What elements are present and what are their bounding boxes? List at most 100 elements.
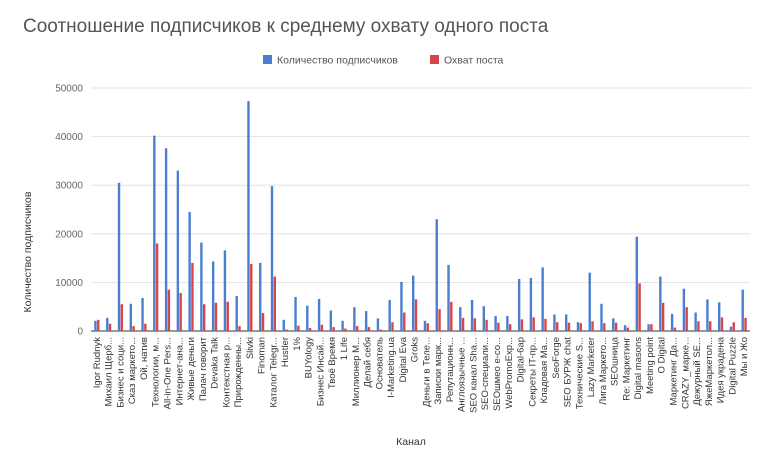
bar-reach [332,327,335,331]
bar-reach [155,243,159,331]
bar-subscribers [565,314,568,331]
x-category-label: WebPromoExp... [504,337,515,409]
x-category-label: Прирожденны... [233,337,244,407]
x-category-label: SEO БУРЖ chat [563,337,574,408]
bar-subscribers [435,219,438,331]
bar-reach [673,327,677,331]
x-category-label: Hustler [280,337,291,367]
bar-reach [426,323,429,331]
bar-subscribers [317,298,321,331]
x-category-label: Записки марк... [433,337,444,405]
bar-reach [450,301,453,331]
bar-subscribers [612,318,615,331]
bar-reach [485,319,488,331]
bar-subscribers [647,324,650,331]
x-axis-labels: Igor Rudnyk Михаил Щерб... Бизнес и соци..… [92,336,750,413]
x-category-label: 1 Life [339,337,350,360]
bar-reach [438,309,441,331]
bar-reach [379,329,382,331]
x-category-label: Маркетинг Да... [669,337,680,405]
x-category-label: SEOшница [610,336,621,386]
x-category-label: SeoForge [551,337,562,379]
bar-subscribers [553,314,556,331]
bar-subscribers [423,320,427,331]
bar-reach [308,328,312,331]
bar-subscribers [517,279,521,331]
bar-subscribers [529,278,533,331]
bar-reach [344,328,347,331]
bar-subscribers [364,311,368,331]
bar-subscribers [541,267,544,331]
x-category-label: Михаил Щерб... [104,337,115,406]
bar-reach [97,319,100,331]
bar-subscribers [141,297,144,331]
bar-reach [179,293,182,331]
bar-reach [603,323,606,331]
y-tick-label: 10000 [55,278,83,289]
bar-reach [567,322,571,331]
bar-subscribers [400,281,403,331]
bar-reach [697,321,700,331]
x-category-label: Re: Маркетинг [621,336,632,400]
x-category-label: Деньги в Теле... [421,337,432,407]
bar-reach [108,323,112,331]
x-category-label: CRAZY_марке... [680,337,691,409]
bar-subscribers [506,315,509,331]
bar-subscribers [659,276,662,331]
bar-subscribers [706,299,709,331]
x-category-label: Digital masons [633,337,644,400]
x-category-label: Дежурный SE... [692,337,703,406]
x-category-label: Технологии, м... [151,337,162,407]
legend: Количество подписчиков Охват поста [263,55,504,67]
y-tick-label: 20000 [55,229,83,240]
bar-subscribers [729,326,733,331]
y-axis-ticks: 0 10000 20000 30000 40000 50000 [55,84,83,338]
x-category-label: SEO канал Sha... [468,337,479,413]
x-category-label: Finoman [257,337,268,374]
bar-subscribers [717,302,721,331]
bar-subscribers [482,306,486,331]
bar-subscribers [270,186,274,331]
bar-reach [285,329,288,331]
bar-subscribers [94,320,97,331]
bar-reach [391,322,394,331]
bar-subscribers [200,242,203,331]
bar-reach [532,317,535,331]
bar-subscribers [259,262,262,331]
x-category-label: Мы и Жо [739,337,750,376]
x-category-label: Бизнес Инсай... [315,337,326,406]
bar-reach [367,327,371,331]
bar-reach [238,326,241,331]
x-category-label: Твоё Время [327,337,338,389]
bar-reach [226,301,229,331]
bar-reach [120,304,124,331]
bar-subscribers [106,317,109,331]
bar-reach [638,283,641,331]
x-category-label: Репутационн... [445,337,456,402]
bar-subscribers [376,318,380,331]
x-category-label: All-in-One Pers... [162,337,173,409]
bar-subscribers [176,170,180,331]
bar-subscribers [211,261,215,331]
x-category-label: O Digital [657,337,668,373]
x-category-label: SEO-специали... [480,337,491,410]
bar-reach [297,325,300,331]
y-tick-label: 50000 [55,84,83,95]
bar-subscribers [294,296,297,331]
x-category-label: Лига Маркето... [598,337,609,405]
bar-subscribers [600,303,603,331]
x-category-label: Миллионер М... [351,337,362,406]
legend-swatch-reach [430,55,439,64]
x-category-label: Groks [410,337,421,363]
bar-subscribers [459,307,462,331]
bar-subscribers [741,289,744,331]
legend-label-subscribers: Количество подписчиков [277,55,398,67]
x-category-label: Англоязычные ... [457,337,468,412]
bar-subscribers [694,312,697,331]
bar-reach [650,324,653,331]
bar-reach [614,322,618,331]
x-category-label: Digital-6ap [516,337,527,382]
x-category-label: Devaka Talk [210,337,221,389]
x-category-label: Meeting point [645,337,656,394]
bar-reach [214,302,218,331]
